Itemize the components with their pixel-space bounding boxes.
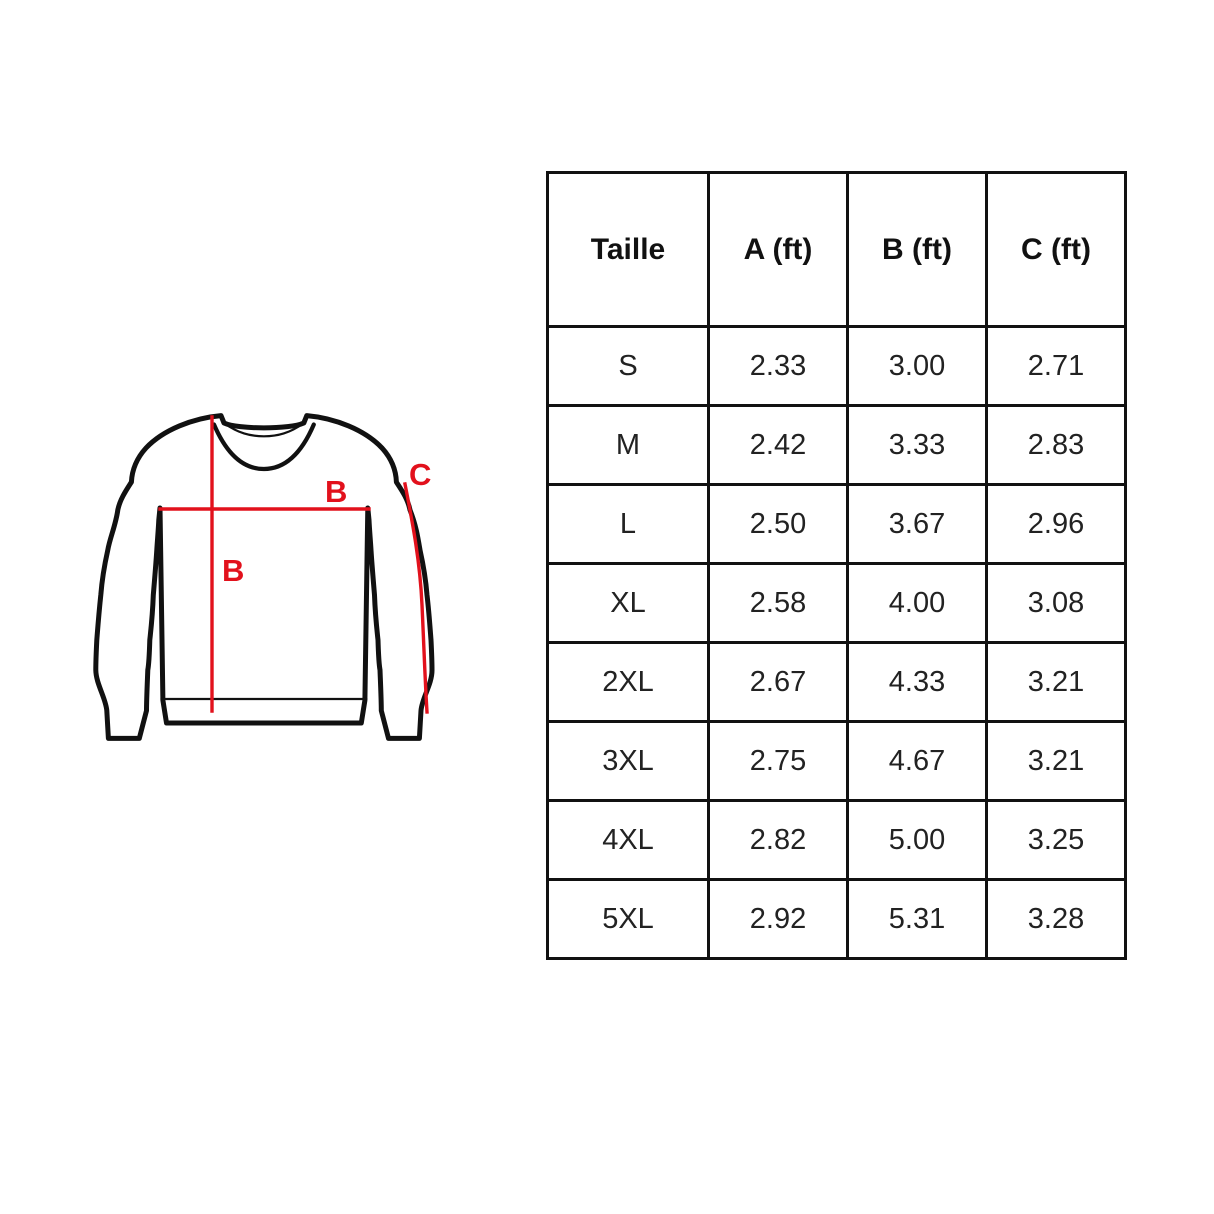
svg-text:B: B bbox=[222, 553, 244, 588]
svg-text:B: B bbox=[325, 474, 347, 509]
svg-text:C: C bbox=[409, 457, 431, 492]
